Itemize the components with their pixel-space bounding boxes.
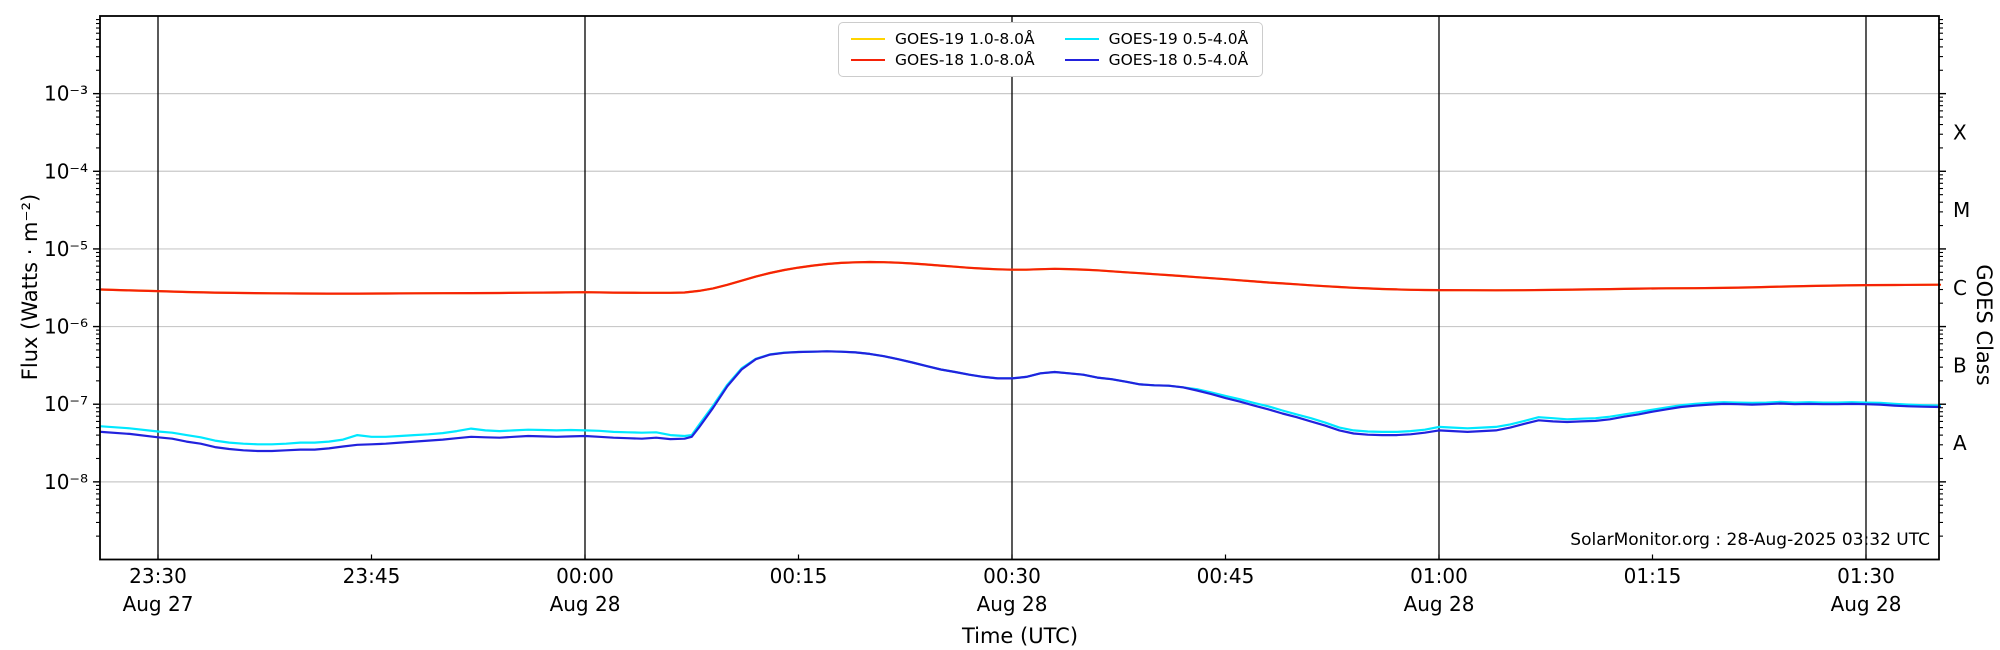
y-tick-label: 10⁻³ <box>44 82 88 106</box>
goes-class-letter: X <box>1953 120 1967 144</box>
x-tick-label: 00:30 <box>983 564 1041 588</box>
y-tick-label: 10⁻⁴ <box>44 159 88 183</box>
x-tick-date-label: Aug 28 <box>1404 592 1475 616</box>
right-axis-label: GOES Class <box>1972 264 1996 386</box>
x-tick-label: 00:00 <box>556 564 614 588</box>
legend-label: GOES-19 0.5-4.0Å <box>1108 30 1249 48</box>
x-tick-label: 01:15 <box>1624 564 1682 588</box>
attribution-text: SolarMonitor.org : 28-Aug-2025 03:32 UTC <box>1570 530 1930 550</box>
x-tick-label: 23:45 <box>343 564 401 588</box>
legend-label: GOES-18 0.5-4.0Å <box>1108 51 1249 69</box>
x-tick-label: 00:15 <box>770 564 828 588</box>
legend: GOES-19 1.0-8.0Å GOES-18 1.0-8.0Å GOES-19 … <box>838 22 1264 77</box>
goes-class-letter: B <box>1953 353 1967 377</box>
legend-line-swatch <box>851 59 885 61</box>
legend-line-swatch <box>851 38 885 40</box>
legend-label: GOES-18 1.0-8.0Å <box>895 51 1035 69</box>
legend-item: GOES-18 1.0-8.0Å <box>851 51 1035 69</box>
y-tick-label: 10⁻⁶ <box>44 315 88 339</box>
goes-class-letter: C <box>1953 276 1967 300</box>
series-goes-18-1.0-8.0- <box>99 260 1942 295</box>
goes-class-letter: A <box>1953 431 1967 455</box>
series-goes-19-0.5-4.0- <box>99 350 1942 446</box>
x-tick-date-label: Aug 27 <box>123 592 194 616</box>
goes-class-letter: M <box>1953 198 1970 222</box>
y-tick-label: 10⁻⁸ <box>44 470 88 494</box>
x-tick-label: 23:30 <box>129 564 187 588</box>
y-axis-label: Flux (Watts · m⁻²) <box>18 193 42 381</box>
legend-item: GOES-18 0.5-4.0Å <box>1064 51 1249 69</box>
series-goes-18-0.5-4.0- <box>99 350 1942 453</box>
y-tick-label: 10⁻⁵ <box>44 237 88 261</box>
plot-border <box>99 15 1940 561</box>
legend-line-swatch <box>1064 38 1099 40</box>
x-tick-date-label: Aug 28 <box>1831 592 1902 616</box>
x-tick-label: 00:45 <box>1197 564 1255 588</box>
x-tick-date-label: Aug 28 <box>550 592 621 616</box>
legend-label: GOES-19 1.0-8.0Å <box>895 30 1035 48</box>
x-tick-date-label: Aug 28 <box>977 592 1048 616</box>
x-tick-label: 01:30 <box>1837 564 1895 588</box>
x-tick-label: 01:00 <box>1410 564 1468 588</box>
legend-item: GOES-19 1.0-8.0Å <box>851 30 1035 48</box>
legend-line-swatch <box>1064 59 1099 61</box>
legend-item: GOES-19 0.5-4.0Å <box>1064 30 1249 48</box>
y-tick-label: 10⁻⁷ <box>44 392 88 416</box>
x-axis-label: Time (UTC) <box>961 624 1079 648</box>
